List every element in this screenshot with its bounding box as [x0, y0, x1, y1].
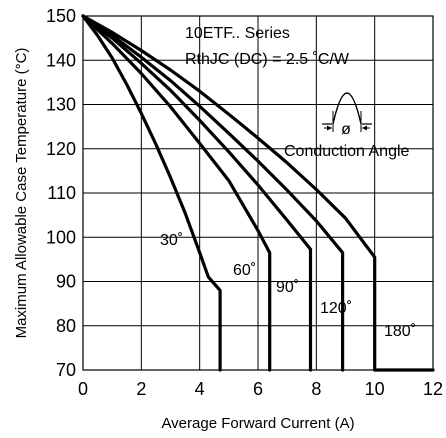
series-label-60: 60˚ [233, 262, 256, 279]
x-tick-label: 8 [311, 379, 321, 399]
conduction-angle-label: Conduction Angle [284, 143, 410, 160]
series-line-3 [81, 14, 345, 372]
series-label-90: 90˚ [276, 279, 299, 296]
x-tick-label: 12 [423, 379, 443, 399]
series-label-180: 180˚ [384, 323, 416, 340]
conduction-angle-icon [322, 92, 372, 132]
x-axis-label: Average Forward Current (A) [161, 415, 354, 432]
tick-labels: 0 2 4 6 8 10 12 70 80 90 100 110 120 130 140 150 [46, 6, 443, 399]
phi-symbol: ø [341, 121, 351, 138]
y-tick-label: 120 [46, 139, 76, 159]
y-axis-label: Maximum Allowable Case Temperature (°C) [13, 48, 30, 339]
x-tick-label: 2 [136, 379, 146, 399]
y-tick-label: 100 [46, 227, 76, 247]
grid [83, 16, 433, 370]
y-tick-label: 130 [46, 95, 76, 115]
plot-frame [82, 15, 434, 371]
series-line-0 [81, 14, 222, 372]
y-tick-label: 80 [56, 316, 76, 336]
x-tick-label: 6 [253, 379, 263, 399]
series-line-4 [81, 14, 435, 372]
series-title-annotation: 10ETF.. Series [185, 25, 290, 42]
series-label-120: 120˚ [320, 300, 352, 317]
y-tick-label: 140 [46, 50, 76, 70]
series-label-30: 30˚ [160, 232, 183, 249]
x-tick-label: 10 [365, 379, 385, 399]
y-tick-label: 110 [47, 183, 76, 203]
y-tick-label: 70 [56, 360, 76, 380]
curves [81, 14, 435, 372]
series-line-1 [81, 14, 272, 372]
x-tick-label: 0 [78, 379, 88, 399]
y-tick-label: 90 [56, 272, 76, 292]
x-tick-label: 4 [195, 379, 205, 399]
series-line-2 [81, 14, 313, 372]
rthjc-annotation: RthJC (DC) = 2.5 ˚C/W [185, 51, 350, 68]
y-tick-label: 150 [46, 6, 76, 26]
